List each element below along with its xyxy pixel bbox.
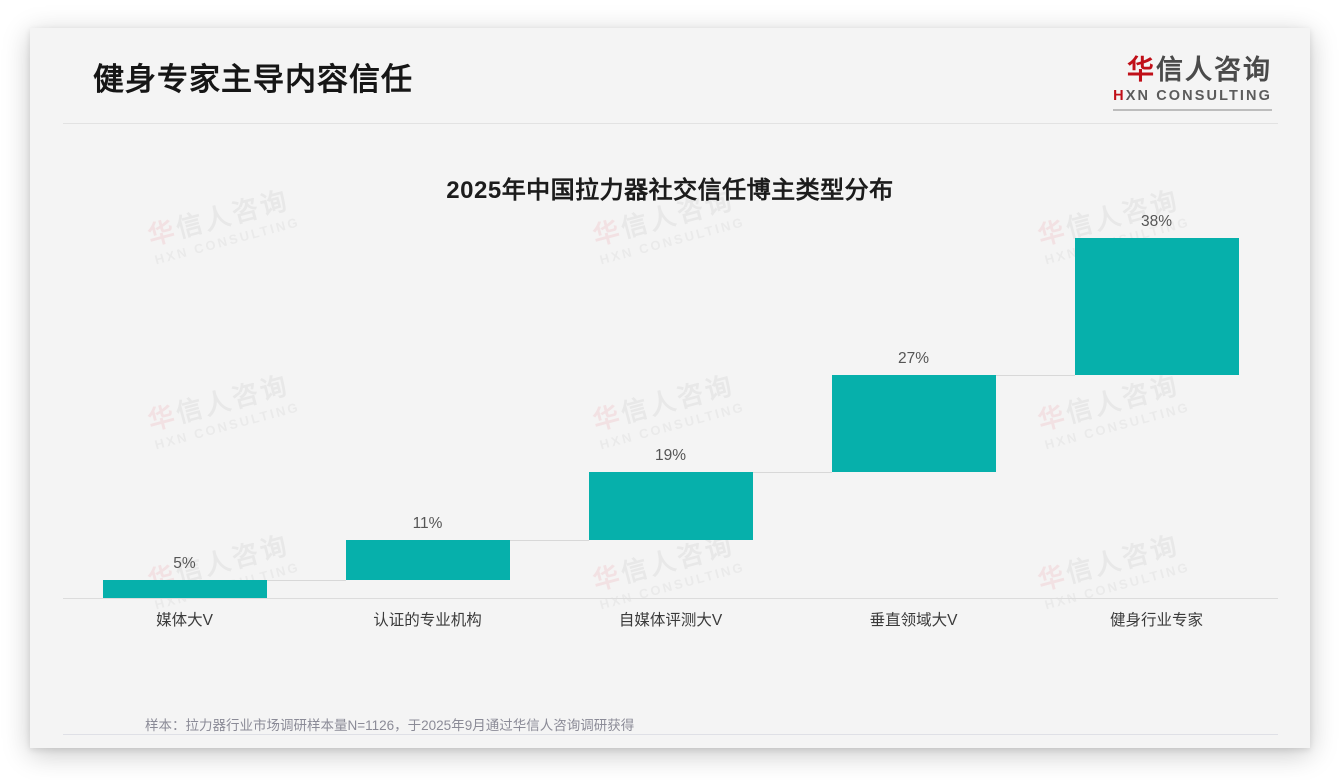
watermark-chinese-rest: 信人咨询 — [1062, 369, 1183, 429]
chart-source-note: 样本：拉力器行业市场调研样本量N=1126，于2025年9月通过华信人咨询调研获… — [145, 718, 635, 733]
logo-underline — [1113, 108, 1272, 111]
connector-line-3 — [753, 472, 832, 473]
header-divider — [63, 123, 1278, 124]
copyright-text: ©2025.11 HXR华信人咨询 — [130, 746, 288, 748]
bar-value-label-4: 27% — [897, 350, 930, 367]
chart-title: 2025年中国拉力器社交信任博主类型分布 — [446, 177, 894, 204]
connector-line-4 — [996, 375, 1075, 376]
watermark-char-hua: 华 — [589, 559, 626, 597]
watermark-chinese: 华信人咨询 — [1035, 369, 1187, 437]
logo-chinese-text: 华信人咨询 — [1113, 55, 1272, 86]
bar-3 — [589, 472, 753, 540]
logo-en-rest: XN CONSULTING — [1125, 87, 1272, 104]
slide-card: 健身专家主导内容信任 华信人咨询 HXN CONSULTING 华信人咨询 HX… — [30, 28, 1310, 748]
x-axis-line — [63, 598, 1278, 599]
bar-1 — [103, 580, 267, 598]
bar-value-label-2: 11% — [412, 515, 443, 532]
bar-2 — [346, 540, 510, 580]
watermark-chinese: 华信人咨询 — [590, 369, 742, 437]
website-url: www.hxrcon.com — [1154, 747, 1248, 748]
page-title: 健身专家主导内容信任 — [93, 62, 413, 97]
category-label-3: 自媒体评测大V — [618, 612, 723, 629]
logo-english-text: HXN CONSULTING — [1113, 88, 1272, 104]
bar-4 — [832, 375, 996, 472]
watermark-chinese: 华信人咨询 — [1035, 529, 1187, 597]
watermark-char-hua: 华 — [144, 399, 181, 437]
watermark-english: HXN CONSULTING — [152, 214, 302, 268]
footer-divider — [63, 734, 1278, 735]
slide-header: 健身专家主导内容信任 华信人咨询 HXN CONSULTING — [30, 28, 1310, 124]
watermark-chinese-rest: 信人咨询 — [172, 369, 293, 429]
watermark-char-hua: 华 — [589, 399, 626, 437]
watermark-char-hua: 华 — [589, 214, 626, 252]
watermark-char-hua: 华 — [1034, 399, 1071, 437]
watermark-char-hua: 华 — [1034, 559, 1071, 597]
watermark: 华信人咨询 HXN CONSULTING — [1035, 369, 1192, 453]
watermark: 华信人咨询 HXN CONSULTING — [1035, 529, 1192, 613]
watermark-english: HXN CONSULTING — [1042, 399, 1192, 453]
watermark-english: HXN CONSULTING — [597, 559, 747, 613]
company-logo: 华信人咨询 HXN CONSULTING — [1113, 55, 1272, 111]
watermark-english: HXN CONSULTING — [1042, 559, 1192, 613]
watermark-english: HXN CONSULTING — [597, 214, 747, 268]
watermark-char-hua: 华 — [1034, 214, 1071, 252]
logo-char-hua: 华 — [1127, 55, 1156, 85]
category-label-4: 垂直领域大V — [869, 612, 958, 629]
category-label-1: 媒体大V — [156, 612, 213, 629]
connector-line-2 — [510, 540, 589, 541]
watermark: 华信人咨询 HXN CONSULTING — [589, 529, 747, 613]
watermark-chinese-rest: 信人咨询 — [617, 369, 738, 429]
watermark-char-hua: 华 — [144, 214, 181, 252]
watermark: 华信人咨询 HXN CONSULTING — [145, 369, 302, 453]
bar-value-label-1: 5% — [173, 555, 196, 572]
watermark-chinese: 华信人咨询 — [145, 369, 297, 437]
category-label-2: 认证的专业机构 — [373, 612, 482, 629]
bar-value-label-3: 19% — [654, 447, 687, 464]
logo-en-initial: H — [1113, 87, 1126, 104]
watermark-english: HXN CONSULTING — [152, 399, 302, 453]
bar-5 — [1075, 238, 1239, 375]
logo-chinese-rest: 信人咨询 — [1156, 55, 1272, 85]
bar-value-label-5: 38% — [1140, 213, 1173, 230]
watermark: 华信人咨询 HXN CONSULTING — [590, 369, 747, 453]
watermark-chinese-rest: 信人咨询 — [1062, 529, 1183, 589]
category-label-5: 健身行业专家 — [1109, 612, 1203, 629]
watermark-english: HXN CONSULTING — [597, 399, 747, 453]
connector-line-1 — [267, 580, 346, 581]
